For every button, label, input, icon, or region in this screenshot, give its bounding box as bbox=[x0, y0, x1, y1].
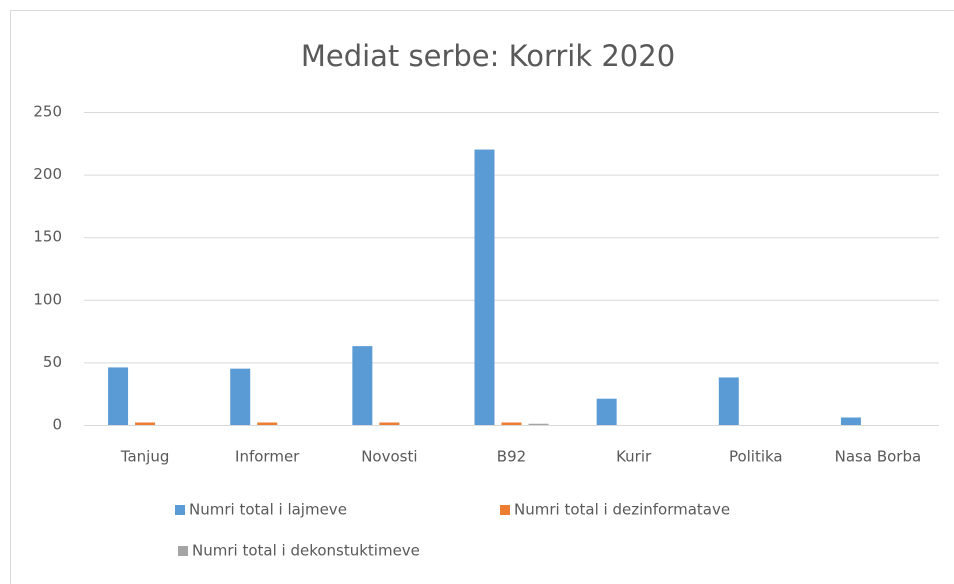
bar bbox=[474, 149, 495, 425]
x-tick-label: Novosti bbox=[361, 448, 417, 466]
x-tick-label: Nasa Borba bbox=[835, 448, 922, 466]
bar bbox=[257, 422, 278, 425]
bar bbox=[352, 346, 373, 425]
bar bbox=[718, 377, 739, 425]
y-tick-label: 100 bbox=[33, 290, 62, 308]
bar bbox=[108, 367, 129, 425]
bar bbox=[528, 423, 549, 425]
y-tick-label: 150 bbox=[33, 228, 62, 246]
legend-swatch bbox=[178, 546, 188, 556]
legend-label: Numri total i lajmeve bbox=[189, 501, 347, 519]
bar bbox=[230, 368, 251, 425]
y-tick-label: 0 bbox=[52, 416, 62, 434]
y-tick-label: 250 bbox=[33, 103, 62, 121]
x-tick-label: Politika bbox=[729, 448, 783, 466]
legend-swatch bbox=[175, 505, 185, 515]
bar bbox=[501, 422, 522, 425]
legend-label: Numri total i dezinformatave bbox=[514, 501, 730, 519]
bar bbox=[596, 398, 617, 425]
x-tick-label: Informer bbox=[235, 448, 300, 466]
x-tick-label: Kurir bbox=[616, 448, 652, 466]
bar bbox=[135, 422, 156, 425]
legend-swatch bbox=[500, 505, 510, 515]
bar bbox=[379, 422, 400, 425]
legend-label: Numri total i dekonstuktimeve bbox=[192, 542, 420, 560]
y-tick-label: 50 bbox=[43, 353, 62, 371]
x-tick-label: B92 bbox=[497, 448, 526, 466]
x-tick-label: Tanjug bbox=[120, 448, 170, 466]
chart-title: Mediat serbe: Korrik 2020 bbox=[301, 39, 675, 73]
bar bbox=[840, 417, 861, 425]
y-tick-label: 200 bbox=[33, 165, 62, 183]
